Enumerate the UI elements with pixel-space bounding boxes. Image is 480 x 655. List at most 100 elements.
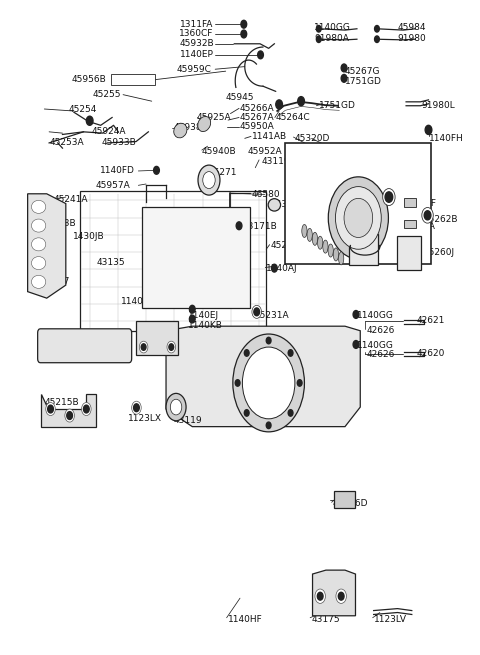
Text: 45215C: 45215C — [345, 245, 380, 253]
Text: 45516: 45516 — [324, 166, 352, 176]
Text: 1601DF: 1601DF — [402, 199, 437, 208]
Text: 45950A: 45950A — [240, 122, 275, 131]
Circle shape — [241, 30, 247, 38]
Text: 45231A: 45231A — [254, 311, 289, 320]
Ellipse shape — [174, 123, 187, 138]
Text: 45940B: 45940B — [202, 147, 237, 156]
Text: 43175: 43175 — [312, 615, 340, 624]
FancyBboxPatch shape — [37, 329, 132, 363]
Circle shape — [198, 165, 220, 195]
Circle shape — [374, 26, 379, 32]
Text: 42620: 42620 — [417, 349, 445, 358]
Text: 45932B: 45932B — [179, 39, 214, 48]
Text: 45924A: 45924A — [92, 127, 127, 136]
Circle shape — [154, 166, 159, 174]
Ellipse shape — [312, 233, 318, 246]
Circle shape — [170, 400, 182, 415]
Text: 47230: 47230 — [44, 336, 73, 345]
Circle shape — [297, 380, 302, 386]
Circle shape — [336, 589, 347, 603]
Circle shape — [203, 172, 215, 189]
Circle shape — [139, 341, 148, 353]
Bar — [404, 220, 416, 229]
Text: 22121: 22121 — [383, 176, 411, 185]
Circle shape — [167, 341, 176, 353]
Text: 1751GD: 1751GD — [319, 102, 356, 110]
Polygon shape — [28, 194, 66, 298]
Bar — [80, 191, 266, 331]
Bar — [404, 198, 416, 207]
Text: 1140HG: 1140HG — [120, 297, 157, 306]
Bar — [142, 207, 250, 308]
Circle shape — [385, 192, 393, 202]
Text: 45945: 45945 — [226, 94, 254, 102]
Text: 1751GD: 1751GD — [345, 77, 382, 86]
Text: 45260J: 45260J — [424, 248, 455, 257]
Text: 45217: 45217 — [140, 337, 168, 346]
Circle shape — [84, 405, 89, 413]
Text: 1140GG: 1140GG — [314, 23, 351, 32]
Ellipse shape — [32, 238, 46, 251]
Circle shape — [422, 208, 433, 223]
Circle shape — [315, 589, 325, 603]
Text: 1311FA: 1311FA — [180, 20, 214, 29]
Ellipse shape — [32, 275, 46, 288]
Polygon shape — [312, 570, 356, 616]
Bar — [285, 143, 431, 263]
Text: 45952A: 45952A — [247, 147, 282, 156]
Circle shape — [46, 403, 55, 415]
Circle shape — [288, 409, 293, 416]
Ellipse shape — [333, 248, 338, 261]
Circle shape — [316, 36, 321, 43]
Text: 43116D: 43116D — [333, 499, 369, 508]
Text: 45241A: 45241A — [54, 195, 88, 204]
Circle shape — [266, 422, 271, 428]
Text: 45215B: 45215B — [44, 398, 79, 407]
Circle shape — [190, 305, 195, 313]
Ellipse shape — [32, 200, 46, 214]
Text: 43119: 43119 — [262, 157, 290, 166]
Text: 43171B: 43171B — [242, 222, 277, 231]
Ellipse shape — [268, 198, 281, 211]
Text: 1140KB: 1140KB — [188, 321, 222, 330]
Circle shape — [241, 20, 247, 28]
Circle shape — [341, 64, 347, 72]
Text: 45253A: 45253A — [49, 138, 84, 147]
Text: 1140FD: 1140FD — [100, 166, 135, 176]
Text: 42621: 42621 — [417, 316, 445, 326]
Circle shape — [353, 341, 359, 348]
Circle shape — [341, 75, 347, 83]
Circle shape — [82, 403, 91, 415]
Text: 43135: 43135 — [97, 258, 125, 267]
Text: 45391: 45391 — [314, 210, 343, 219]
Circle shape — [383, 189, 395, 206]
Text: 45322: 45322 — [304, 194, 333, 203]
Text: 45266A: 45266A — [240, 104, 275, 113]
Ellipse shape — [198, 117, 211, 132]
Text: 1140FH: 1140FH — [429, 134, 463, 143]
Ellipse shape — [32, 257, 46, 270]
Text: 91980L: 91980L — [421, 102, 455, 110]
Text: 45271: 45271 — [209, 168, 238, 178]
Bar — [136, 321, 179, 355]
Text: 45957A: 45957A — [96, 181, 130, 190]
Text: 91980A: 91980A — [314, 34, 349, 43]
Ellipse shape — [318, 236, 323, 250]
Text: 45273B: 45273B — [42, 219, 77, 228]
Circle shape — [374, 36, 379, 43]
Text: 1140EP: 1140EP — [180, 50, 214, 60]
Text: 45255: 45255 — [92, 90, 120, 99]
Text: 1360CF: 1360CF — [180, 29, 214, 39]
Circle shape — [67, 411, 72, 419]
Circle shape — [169, 344, 174, 350]
Circle shape — [190, 315, 195, 323]
Circle shape — [288, 350, 293, 356]
Text: 45959C: 45959C — [177, 65, 211, 74]
Text: 42626: 42626 — [366, 350, 395, 360]
Bar — [349, 234, 378, 265]
Circle shape — [233, 334, 304, 432]
Text: 43253B: 43253B — [304, 222, 339, 231]
Circle shape — [276, 100, 282, 109]
Text: 42626: 42626 — [366, 326, 395, 335]
Circle shape — [132, 402, 141, 414]
